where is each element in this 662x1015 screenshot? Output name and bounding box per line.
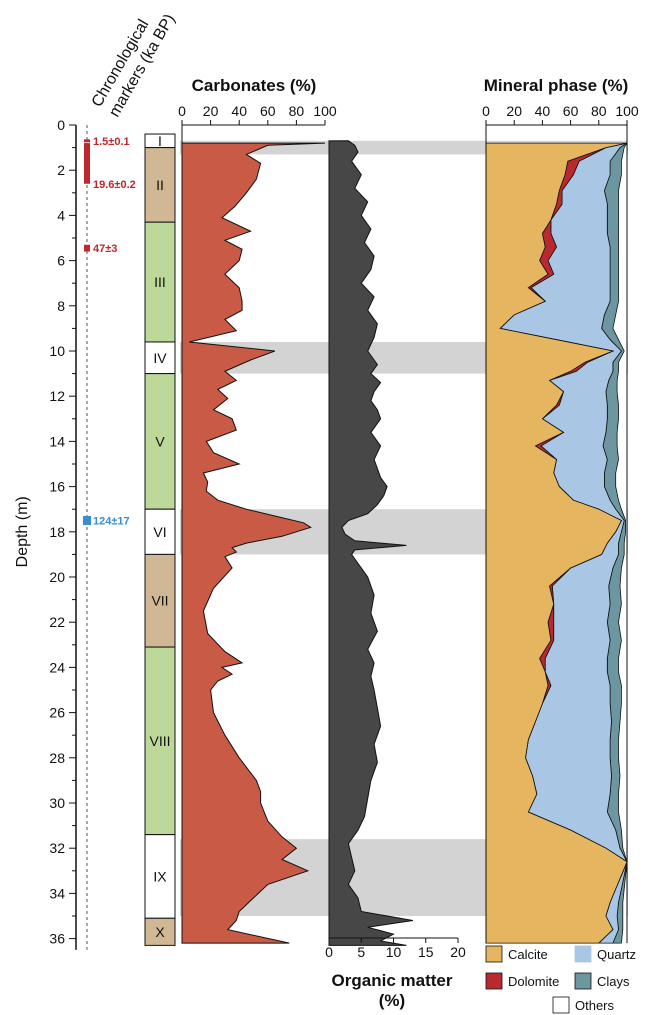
organic-matter-panel: Organic matter (%) 0 5 10 15 20 <box>325 140 466 1010</box>
mineral-phase-panel: Mineral phase (%) 0 20 40 60 80 100 <box>482 76 639 944</box>
mineral-phase-tick-label: 100 <box>615 103 639 119</box>
unit-box <box>144 221 176 343</box>
depth-tick-label: 32 <box>49 840 65 856</box>
organic-matter-tick-label: 10 <box>386 944 402 960</box>
depth-tick-label: 18 <box>49 524 65 540</box>
organic-matter-unit: (%) <box>379 991 405 1010</box>
depth-tick-label: 8 <box>57 298 65 314</box>
depth-axis-label: Depth (m) <box>14 496 31 567</box>
depth-tick-label: 14 <box>49 433 65 449</box>
carbonates-area <box>181 142 326 944</box>
mineral-phase-tick-label: 0 <box>482 103 490 119</box>
unit-label: IV <box>153 350 167 366</box>
legend-swatch-others <box>552 996 570 1014</box>
chronology-marker-bar <box>84 244 90 252</box>
organic-matter-area <box>328 140 413 946</box>
chronology-marker-bar <box>84 143 90 184</box>
organic-matter-tick-label: 0 <box>325 944 333 960</box>
depth-tick-label: 4 <box>57 207 65 223</box>
unit-label: V <box>155 433 165 449</box>
legend-label-dolomite: Dolomite <box>508 974 559 989</box>
unit-box <box>144 834 176 919</box>
carbonates-tick-label: 60 <box>260 103 276 119</box>
depth-tick-label: 0 <box>57 117 65 133</box>
carbonates-tick-label: 80 <box>289 103 305 119</box>
depth-tick-label: 10 <box>49 343 65 359</box>
carbonates-title: Carbonates (%) <box>192 76 317 95</box>
unit-box <box>144 147 176 223</box>
depth-tick-label: 24 <box>49 659 65 675</box>
depth-tick-label: 28 <box>49 750 65 766</box>
unit-label: VII <box>151 593 168 609</box>
carbonates-tick-label: 100 <box>313 103 337 119</box>
organic-matter-tick-label: 5 <box>357 944 365 960</box>
unit-label: I <box>158 133 162 149</box>
depth-tick-label: 26 <box>49 705 65 721</box>
mineral-phase-title: Mineral phase (%) <box>484 76 629 95</box>
chronology-marker-label: 47±3 <box>93 243 117 255</box>
legend-swatch-quartz <box>574 945 592 963</box>
chronology-marker-label: 1.5±0.1 <box>93 136 130 148</box>
depth-tick-label: 34 <box>49 885 65 901</box>
depth-tick-label: 30 <box>49 795 65 811</box>
legend-swatch-dolomite <box>485 972 503 990</box>
unit-box <box>144 508 176 555</box>
unit-box <box>144 553 176 648</box>
organic-matter-tick-label: 20 <box>450 944 466 960</box>
legend: Calcite Quartz Dolomite Clays Others <box>485 945 636 1014</box>
legend-swatch-calcite <box>485 945 503 963</box>
legend-label-calcite: Calcite <box>508 947 548 962</box>
chronology-marker-bar <box>84 139 90 143</box>
mineral-phase-tick-label: 80 <box>591 103 607 119</box>
organic-matter-title: Organic matter <box>332 971 453 990</box>
depth-tick-label: 22 <box>49 614 65 630</box>
unit-box <box>144 646 176 836</box>
carbonates-tick-label: 0 <box>178 103 186 119</box>
unit-box <box>144 917 176 946</box>
mineral-phase-tick-label: 20 <box>506 103 522 119</box>
chronology-marker-label: 124±17 <box>93 516 130 528</box>
mineral-phase-tick-label: 60 <box>563 103 579 119</box>
depth-tick-label: 36 <box>49 931 65 947</box>
unit-label: X <box>155 924 165 940</box>
legend-label-quartz: Quartz <box>597 947 636 962</box>
unit-label: IX <box>153 868 167 884</box>
depth-axis: Depth (m) 024681012141618202224262830323… <box>14 117 77 950</box>
chronology-marker-label: 19.6±0.2 <box>93 179 136 191</box>
carbonates-panel: Carbonates (%) 0 20 40 60 80 100 <box>178 76 337 944</box>
chronology-marker-bar <box>83 515 91 526</box>
depth-tick-label: 20 <box>49 569 65 585</box>
depth-tick-label: 2 <box>57 162 65 178</box>
depth-tick-label: 16 <box>49 479 65 495</box>
unit-box <box>144 341 176 375</box>
unit-box <box>144 373 176 510</box>
legend-label-others: Others <box>575 998 615 1013</box>
mineral-phase-tick-label: 40 <box>535 103 551 119</box>
chronology-title: Chronological markers (ka BP) <box>89 11 179 120</box>
unit-label: VIII <box>149 733 170 749</box>
legend-label-clays: Clays <box>597 974 630 989</box>
carbonates-tick-label: 40 <box>231 103 247 119</box>
depth-tick-label: 12 <box>49 388 65 404</box>
unit-label: II <box>156 177 164 193</box>
legend-swatch-clays <box>574 972 592 990</box>
depth-tick-label: 6 <box>57 253 65 269</box>
organic-matter-tick-label: 15 <box>418 944 434 960</box>
unit-label: III <box>154 274 166 290</box>
carbonates-tick-label: 20 <box>203 103 219 119</box>
unit-label: VI <box>153 524 166 540</box>
